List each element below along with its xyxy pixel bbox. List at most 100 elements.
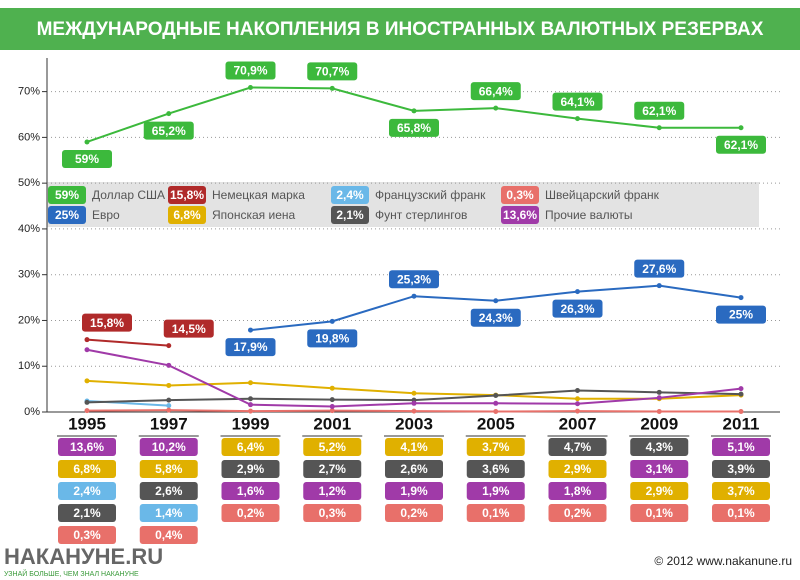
- label-badge: [58, 526, 116, 544]
- legend-label: Немецкая марка: [212, 188, 305, 202]
- label-badge: [221, 438, 280, 456]
- label-badge: [630, 438, 689, 456]
- series-line: [86, 379, 742, 400]
- label-badge: [466, 438, 525, 456]
- label-badge: [221, 504, 280, 522]
- legend-label: Швейцарский франк: [545, 188, 660, 202]
- label-badge: [307, 62, 358, 81]
- point: [493, 393, 499, 399]
- chart-title: МЕЖДУНАРОДНЫЕ НАКОПЛЕНИЯ В ИНОСТРАННЫХ В…: [37, 19, 764, 40]
- label-badge: [630, 460, 689, 478]
- y-tick-label: 70%: [18, 86, 40, 98]
- y-tick-label: 30%: [18, 269, 40, 281]
- point: [166, 407, 172, 413]
- label-badge: [466, 504, 525, 522]
- label-badge: [385, 438, 443, 456]
- label-badge: [634, 101, 685, 120]
- legend-swatch: [331, 186, 369, 204]
- value-label: 70,7%: [315, 65, 349, 79]
- slogan: УЗНАЙ БОЛЬШЕ, ЧЕМ ЗНАЛ НАКАНУНЕ: [4, 569, 139, 578]
- y-tick-label: 40%: [18, 223, 40, 235]
- legend-value: 2,1%: [336, 208, 364, 222]
- label-badge: [466, 460, 525, 478]
- value-label: 0,3%: [73, 528, 101, 542]
- point: [575, 387, 580, 393]
- legend-label: Японская иена: [212, 208, 295, 222]
- point: [166, 362, 172, 368]
- value-label: 1,6%: [237, 484, 265, 498]
- label-badge: [552, 299, 603, 318]
- value-label: 3,7%: [727, 484, 755, 498]
- label-badge: [62, 149, 112, 168]
- label-badge: [385, 504, 443, 522]
- label-badge: [82, 313, 132, 332]
- point: [84, 139, 90, 145]
- point: [329, 408, 335, 414]
- point: [329, 85, 335, 91]
- x-tick-label: 2003: [395, 414, 433, 433]
- value-label: 4,3%: [646, 440, 674, 454]
- point: [738, 295, 744, 301]
- point: [248, 380, 253, 386]
- value-label: 0,1%: [727, 506, 755, 520]
- point: [329, 318, 335, 324]
- label-badge: [389, 270, 439, 289]
- value-label: 2,9%: [564, 462, 592, 476]
- label-badge: [712, 482, 770, 500]
- point: [411, 293, 417, 299]
- label-badge: [712, 460, 770, 478]
- value-label: 3,1%: [646, 462, 674, 476]
- legend-label: Фунт стерлингов: [375, 208, 467, 222]
- value-label: 0,1%: [646, 506, 674, 520]
- x-tick-label: 2009: [640, 414, 678, 433]
- label-badge: [385, 460, 443, 478]
- value-label: 0,4%: [155, 528, 183, 542]
- legend-label: Французский франк: [375, 188, 486, 202]
- value-label: 25,3%: [397, 272, 431, 286]
- label-badge: [712, 438, 770, 456]
- label-badge: [221, 482, 280, 500]
- point: [248, 402, 253, 408]
- label-badge: [225, 61, 276, 80]
- label-badge: [58, 504, 116, 522]
- legend-value: 13,6%: [503, 208, 537, 222]
- label-badge: [139, 438, 198, 456]
- value-label: 5,2%: [319, 440, 347, 454]
- point: [575, 116, 580, 122]
- label-badge: [552, 92, 603, 111]
- point: [656, 389, 662, 395]
- point: [738, 386, 744, 392]
- value-label: 0,3%: [319, 506, 347, 520]
- point: [329, 385, 335, 391]
- value-label: 1,8%: [564, 484, 592, 498]
- legend-swatch: [501, 206, 539, 224]
- label-badge: [58, 482, 116, 500]
- title-bar: [0, 8, 800, 50]
- point: [166, 343, 172, 349]
- point: [493, 105, 499, 111]
- value-label: 1,2%: [319, 484, 347, 498]
- legend-value: 59%: [55, 188, 79, 202]
- value-label: 0,2%: [400, 506, 428, 520]
- y-tick-label: 0%: [24, 406, 40, 418]
- label-badge: [548, 438, 607, 456]
- legend-value: 6,8%: [173, 208, 201, 222]
- value-label: 4,1%: [400, 440, 428, 454]
- legend-label: Прочие валюты: [545, 208, 632, 222]
- point: [411, 390, 417, 396]
- value-label: 0,2%: [237, 506, 265, 520]
- point: [84, 347, 90, 353]
- label-badge: [712, 504, 770, 522]
- value-label: 3,7%: [482, 440, 510, 454]
- value-label: 4,7%: [564, 440, 592, 454]
- point: [411, 400, 417, 406]
- label-badge: [139, 482, 198, 500]
- label-badge: [58, 460, 116, 478]
- legend-swatch: [331, 206, 369, 224]
- y-tick-label: 60%: [18, 131, 40, 143]
- point: [493, 400, 499, 406]
- value-label: 6,4%: [237, 440, 265, 454]
- label-badge: [139, 460, 198, 478]
- label-badge: [470, 82, 521, 101]
- point: [738, 125, 744, 131]
